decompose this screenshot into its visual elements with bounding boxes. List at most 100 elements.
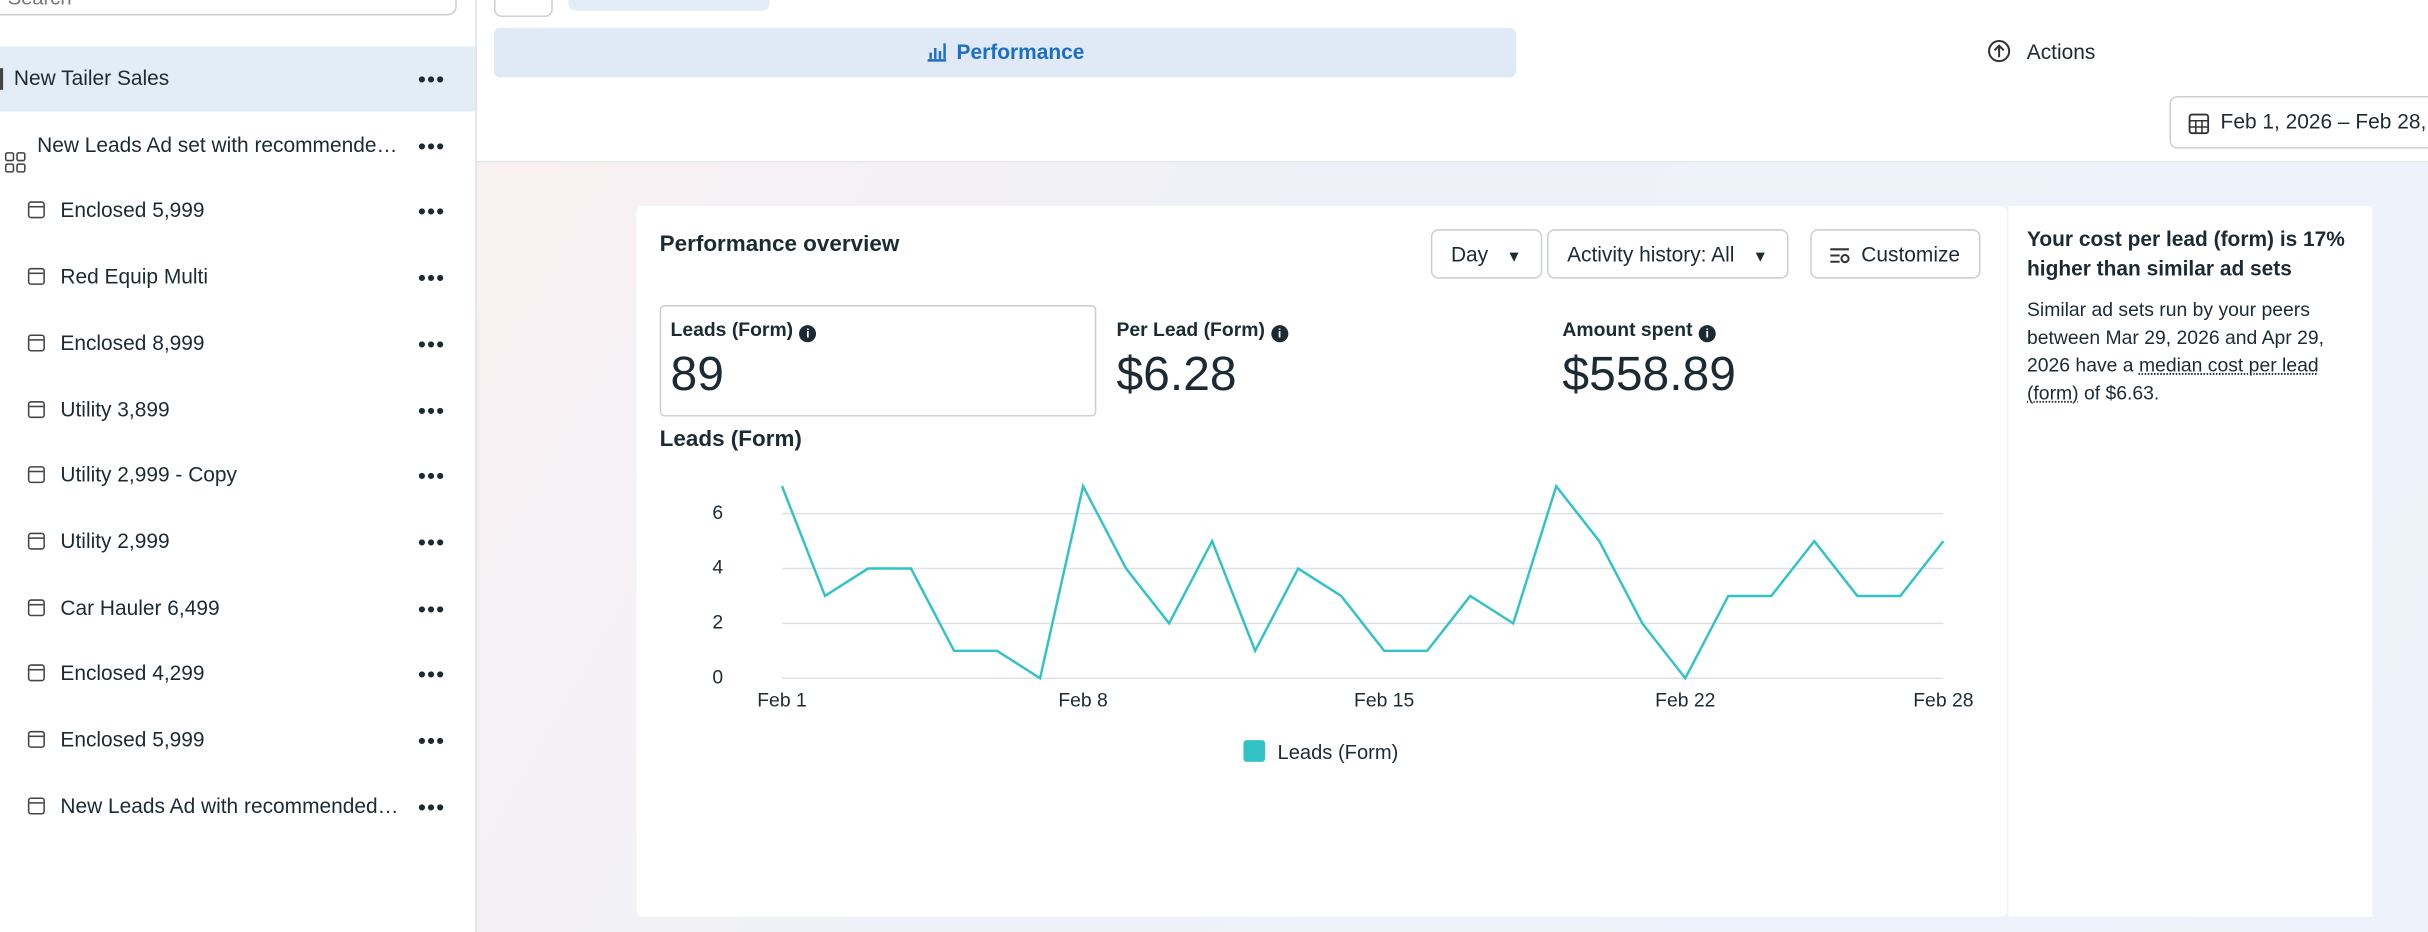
top-bar: Performance Actions Feb 1, 2026 – Feb 28… <box>476 0 2428 163</box>
sidebar: Search New Tailer Sales•••New Leads Ad s… <box>0 0 477 932</box>
customize-button[interactable]: Customize <box>1810 229 1981 279</box>
metric-value: $6.28 <box>1116 346 1237 402</box>
day-button[interactable]: Day ▼ <box>1430 229 1542 279</box>
insight-panel: Your cost per lead (form) is 17% higher … <box>2008 205 2373 917</box>
more-button: ••• <box>418 529 446 555</box>
data-line <box>780 482 1945 681</box>
calendar-icon <box>2188 113 2210 135</box>
toolbar-button[interactable] <box>493 0 553 18</box>
item-label: Enclosed 5,999 <box>60 727 205 752</box>
tab-icon <box>927 43 946 62</box>
item-label: Utility 2,999 <box>60 529 170 553</box>
x-tick-label: Feb 15 <box>1354 690 1414 712</box>
sidebar-item[interactable]: Car Hauler 6,499 ••• <box>0 575 475 640</box>
metric-label: Per Lead (Form) i <box>1116 319 1289 343</box>
metric-value: 89 <box>670 346 724 402</box>
ad-icon <box>27 268 45 286</box>
button-label: Day <box>1450 243 1489 267</box>
ad-icon <box>27 532 45 550</box>
metric-value: $558.89 <box>1562 346 1736 402</box>
date-picker[interactable]: Feb 1, 2026 – Feb 28, 2026 <box>2169 96 2428 149</box>
insight-text: Similar ad sets run by your peers betwee… <box>2026 298 2325 377</box>
insight-title: Your cost per lead (form) is 17% higher … <box>2026 227 2345 281</box>
y-tick-label: 2 <box>712 611 723 633</box>
info-icon: i <box>1271 325 1289 343</box>
card-title: Performance overview <box>659 232 900 258</box>
ad-icon <box>27 598 45 616</box>
y-tick-label: 4 <box>712 557 723 579</box>
button-label: Activity history: All <box>1567 243 1735 267</box>
x-tick-label: Feb 28 <box>1913 690 1973 712</box>
item-label: Red Equip Multi <box>60 264 208 289</box>
button-label: Customize <box>1861 243 1961 267</box>
y-tick-label: 0 <box>712 666 723 688</box>
main: Performance Actions Feb 1, 2026 – Feb 28… <box>476 0 2428 932</box>
actions-tab[interactable]: Actions <box>1530 28 2428 78</box>
metric-label: Amount spent i <box>1562 319 1716 343</box>
metric-selected[interactable] <box>659 305 1097 417</box>
x-tick-label: Feb 22 <box>1655 690 1715 712</box>
sidebar-item[interactable]: Enclosed 5,999 ••• <box>0 179 475 244</box>
ad-icon <box>27 400 45 418</box>
legend-item: Leads (Form) <box>1243 739 1398 767</box>
sidebar-item[interactable]: Utility 3,899 ••• <box>0 377 475 442</box>
sidebar-item[interactable]: Utility 2,999 ••• <box>0 509 475 574</box>
item-label: Utility 2,999 - Copy <box>60 463 237 487</box>
more-button: ••• <box>418 264 446 290</box>
info-icon: i <box>799 325 817 343</box>
item-label: Enclosed 8,999 <box>60 331 205 355</box>
adset-icon <box>4 134 26 173</box>
sidebar-item[interactable]: New Leads Ad set with recommende… ••• <box>0 113 475 178</box>
sidebar-item[interactable]: Red Equip Multi ••• <box>0 245 475 310</box>
legend: Leads (Form) <box>1243 739 1423 767</box>
overview-card: Performance overview Day ▼ Activity hist… <box>636 205 2007 917</box>
tab-label: Performance <box>956 40 1085 64</box>
x-tick-label: Feb 8 <box>1058 690 1107 712</box>
item-label: Enclosed 5,999 <box>60 198 205 223</box>
more-button: ••• <box>418 132 446 158</box>
info-icon: i <box>1698 325 1716 343</box>
ad-icon <box>27 730 45 748</box>
item-label: Utility 3,899 <box>60 397 170 421</box>
date-range: Feb 1, 2026 – Feb 28, 2026 <box>2220 109 2428 134</box>
chart-title: Leads (Form) <box>659 427 802 453</box>
chart: 0 2 4 6 Feb 1 Feb 8 Feb 15 Feb 22 Feb 28 <box>712 482 1973 712</box>
insight-body: Similar ad sets run by your peers betwee… <box>2027 296 2354 407</box>
item-label: Enclosed 4,299 <box>60 661 205 685</box>
more-button: ••• <box>418 793 446 819</box>
more-button: ••• <box>418 397 446 422</box>
sidebar-item[interactable]: Enclosed 5,999 ••• <box>0 708 475 773</box>
ad-icon <box>27 796 45 815</box>
ad-icon <box>27 664 45 682</box>
toolbar-tab[interactable] <box>568 0 770 11</box>
more-button: ••• <box>418 66 446 92</box>
customize-icon <box>1830 248 1850 264</box>
x-tick-label: Feb 1 <box>757 690 806 712</box>
sidebar-item[interactable]: Enclosed 4,299 ••• <box>0 642 475 707</box>
activity-button[interactable]: Activity history: All ▼ <box>1546 229 1789 279</box>
ad-icon <box>27 466 45 484</box>
metric-label: Leads (Form) i <box>671 319 817 343</box>
item-label: New Leads Ad with recommended… <box>60 793 399 818</box>
tab-icon <box>1987 40 2010 63</box>
more-button: ••• <box>418 198 446 224</box>
sidebar-item[interactable]: New Tailer Sales ••• <box>0 46 476 112</box>
search-box[interactable]: Search <box>0 0 457 16</box>
tab-label: Actions <box>2026 40 2096 64</box>
sidebar-item[interactable]: Utility 2,999 - Copy ••• <box>0 443 475 508</box>
y-tick-label: 6 <box>712 502 723 524</box>
item-label: New Leads Ad set with recommende… <box>37 132 398 156</box>
more-button: ••• <box>418 661 446 687</box>
more-button: ••• <box>418 331 446 356</box>
more-button: ••• <box>418 727 446 753</box>
item-label: Car Hauler 6,499 <box>60 595 220 619</box>
performance-tab[interactable]: Performance <box>493 27 1516 78</box>
more-button: ••• <box>418 463 446 489</box>
sidebar-item[interactable]: New Leads Ad with recommended… ••• <box>0 774 475 839</box>
campaign-marker <box>0 68 4 90</box>
insight-link[interactable]: median cost per lead (form) <box>2026 354 2319 405</box>
sidebar-item[interactable]: Enclosed 8,999 ••• <box>0 311 475 376</box>
more-button: ••• <box>418 595 446 621</box>
insight-text: of $6.63. <box>2078 382 2160 405</box>
